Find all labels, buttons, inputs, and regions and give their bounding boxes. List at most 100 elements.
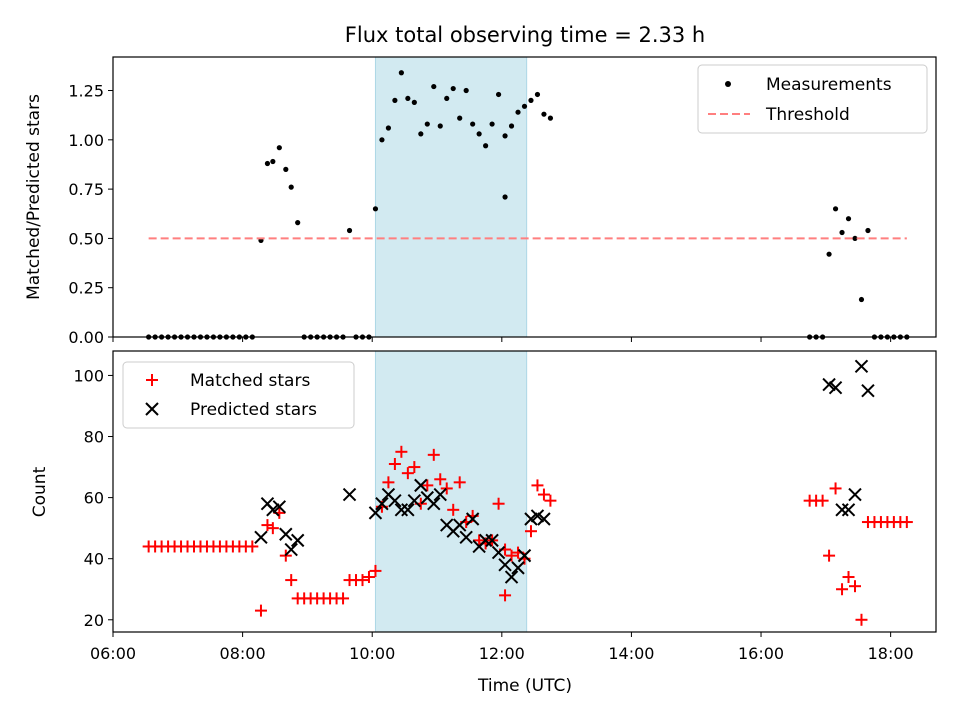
matched-star-point [855,613,868,626]
x-tick-label: 18:00 [868,644,914,663]
predicted-star-point [511,561,525,575]
measurement-point [845,216,852,222]
matched-star-point [531,479,544,492]
legend-measurements-marker [725,81,731,87]
matched-star-point [408,461,421,474]
measurement-point [476,131,482,137]
x-tick-label: 06:00 [90,644,136,663]
bottom-axes-frame [112,350,937,633]
bottom-y-label: Count [30,466,50,517]
matched-star-point [369,564,382,577]
measurement-point [385,125,392,131]
measurement-point [865,227,871,234]
predicted-star-point [452,518,467,532]
measurement-point [534,91,541,98]
measurement-point [379,137,385,143]
matched-star-point [421,479,434,492]
matched-star-point [434,473,447,486]
matched-star-point [246,540,259,553]
top-y-axis: 0.00 0.25 0.50 0.75 1.00 1.25 [68,82,113,347]
predicted-star-point [491,545,506,560]
predicted-star-point [485,533,499,548]
measurement-point [826,251,832,257]
matched-star-point [254,604,267,617]
bottom-legend: Matched stars Predicted stars [122,361,355,429]
measurement-point [264,160,271,167]
matched-star-point [266,522,279,535]
measurement-point [541,111,547,117]
y-tick-label: 0.75 [68,180,104,199]
measurement-point [832,206,839,212]
legend-matched-marker [146,374,158,386]
matched-star-point [823,549,836,562]
matched-star-point [816,494,829,507]
x-tick-label: 10:00 [349,644,395,663]
legend-matched-label: Matched stars [190,371,310,391]
matched-star-point [836,583,849,596]
matched-star-point [537,488,550,501]
measurement-point [431,83,437,90]
x-tick-label: 16:00 [738,644,784,663]
predicted-star-point [537,512,551,526]
predicted-star-point [498,558,512,572]
predicted-star-point [835,503,849,517]
predicted-star-point [828,380,843,395]
predicted-star-point [854,359,869,373]
predicted-star-point [530,509,545,523]
predicted-star-point [504,570,519,584]
matched-star-point [388,458,401,471]
predicted-star-point [524,512,538,526]
top-x-ticks [112,337,892,342]
measurement-point [463,87,469,94]
measurement-point [424,121,430,127]
matched-star-point [395,445,408,458]
predicted-star-point [848,487,862,502]
matched-star-point [362,571,375,584]
top-axes-frame [112,56,937,338]
predicted-star-point [433,487,447,502]
matched-star-point [524,525,537,538]
bottom-marks [142,359,913,626]
matched-star-point [447,503,460,516]
matched-star-point [285,574,298,587]
matched-star-point [382,476,395,489]
matched-star-point [453,476,466,489]
predicted-star-point [401,503,415,517]
matched-star-point [499,589,512,602]
legend-predicted-marker [145,402,159,416]
matched-star-point [440,482,453,495]
measurement-point [295,220,301,226]
measurement-point [346,227,353,234]
measurement-point [276,145,282,151]
measurement-point [502,194,508,200]
chart-title: Flux total observing time = 2.33 h [345,23,705,47]
predicted-star-point [841,503,856,517]
predicted-star-point [822,377,836,392]
measurement-point [839,229,845,236]
predicted-star-point [272,500,287,514]
measurement-point [470,121,476,127]
predicted-star-point [394,503,409,517]
measurement-point [288,184,294,190]
measurement-point [508,123,515,129]
predicted-star-point [465,512,480,526]
matched-star-point [544,494,557,507]
matched-star-point [427,448,440,461]
matched-star-point [492,497,505,510]
measurement-point [547,115,554,121]
matched-star-point [842,571,855,584]
legend-predicted-label: Predicted stars [190,400,317,420]
predicted-star-point [375,497,389,511]
predicted-star-point [279,527,293,541]
y-tick-label: 100 [73,366,104,385]
predicted-star-point [414,478,428,493]
x-tick-label: 08:00 [220,644,266,663]
matched-star-point [900,516,913,529]
measurement-point [444,95,450,102]
measurement-point [437,123,443,129]
measurement-point [372,206,379,212]
matched-star-point [829,482,842,495]
y-tick-label: 0.50 [68,229,104,248]
measurement-point [502,133,508,139]
x-axis-label: Time (UTC) [477,676,572,696]
